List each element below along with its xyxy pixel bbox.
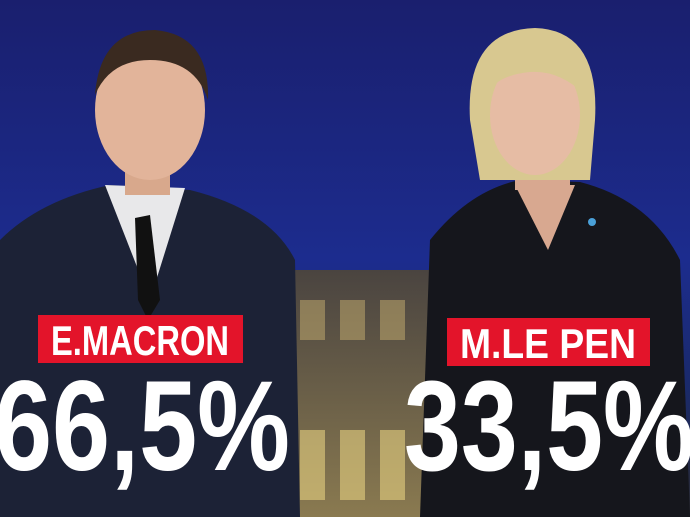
candidate-name: M.LE PEN: [460, 320, 636, 367]
candidate-result: 66,5%: [0, 355, 290, 498]
name-box: [38, 315, 243, 363]
name-box: [447, 318, 650, 366]
candidate-name: E.MACRON: [51, 317, 229, 364]
candidate-result: 33,5%: [404, 355, 690, 498]
